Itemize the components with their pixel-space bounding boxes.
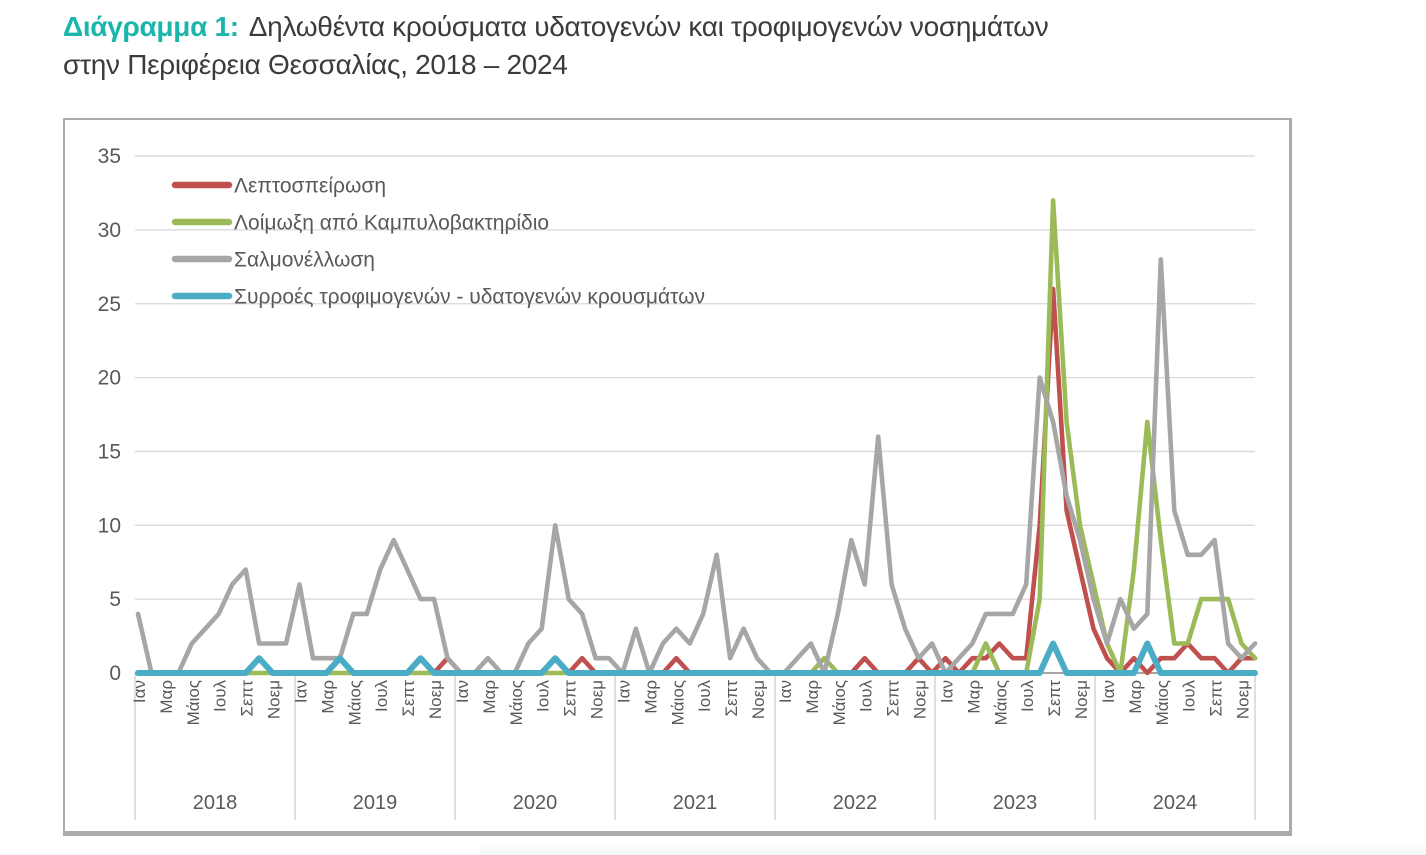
bottom-shadow-strip xyxy=(480,845,1426,855)
month-tick-label: Ιουλ xyxy=(534,680,553,712)
month-tick-label: Νοεμ xyxy=(1072,680,1091,719)
month-tick-label: Ιουλ xyxy=(372,680,391,712)
y-axis-tick-label: 20 xyxy=(98,367,121,390)
legend-item-label: Λοίμωξη από Καμπυλοβακτηρίδιο xyxy=(234,212,549,235)
month-tick-label: Μάιος xyxy=(991,680,1010,725)
month-tick-label: Σεπτ xyxy=(399,680,418,717)
month-tick-label: Νοεμ xyxy=(1234,680,1253,719)
month-tick-label: Μαρ xyxy=(1126,680,1145,714)
month-tick-label: Μάιος xyxy=(668,680,687,725)
month-tick-label: Ιαν xyxy=(1099,680,1118,703)
line-chart: 0 5 10 15 20 25 30 35 2018 Ιαν Μαρ Μάιος Ιουλ Σεπτ Νοε… xyxy=(98,145,1258,820)
series-line-3 xyxy=(135,257,1258,676)
month-tick-label: Σεπτ xyxy=(1045,680,1064,717)
chart-title-text: Δηλωθέντα κρούσματα υδατογενών και τροφι… xyxy=(248,11,1049,42)
month-tick-label: Σεπτ xyxy=(722,680,741,717)
month-tick-label: Ιουλ xyxy=(1180,680,1199,712)
month-tick-label: Μάιος xyxy=(830,680,849,725)
legend-item-label: Λεπτοσπείρωση xyxy=(234,175,386,198)
chart-area: 0 5 10 15 20 25 30 35 2018 Ιαν Μαρ Μάιος Ιουλ Σεπτ Νοε… xyxy=(63,118,1292,836)
month-tick-label: Ιαν xyxy=(130,680,149,703)
y-axis-tick-label: 10 xyxy=(98,514,121,537)
month-tick-label: Ιουλ xyxy=(857,680,876,712)
month-tick-label: Ιαν xyxy=(614,680,633,703)
month-tick-label: Ιαν xyxy=(937,680,956,703)
month-tick-label: Μάιος xyxy=(345,680,364,725)
month-tick-label: Νοεμ xyxy=(749,680,768,719)
month-tick-label: Μάιος xyxy=(507,680,526,725)
month-tick-label: Μάιος xyxy=(1153,680,1172,725)
month-tick-label: Μαρ xyxy=(157,680,176,714)
legend-item-label: Σαλμονέλλωση xyxy=(234,249,375,272)
month-tick-label: Μαρ xyxy=(641,680,660,714)
y-axis-tick-label: 0 xyxy=(109,662,121,685)
year-label: 2021 xyxy=(673,792,718,814)
month-tick-label: Νοεμ xyxy=(265,680,284,719)
month-tick-label: Ιαν xyxy=(776,680,795,703)
y-axis-tick-label: 30 xyxy=(98,219,121,242)
x-axis: 2018 Ιαν Μαρ Μάιος Ιουλ Σεπτ Νοεμ 2019 Ιαν Μαρ Μάι… xyxy=(130,673,1256,820)
series-line-4 xyxy=(135,640,1258,676)
year-label: 2019 xyxy=(353,792,398,814)
month-tick-label: Μαρ xyxy=(318,680,337,714)
month-tick-label: Σεπτ xyxy=(1207,680,1226,717)
month-tick-label: Νοεμ xyxy=(911,680,930,719)
year-label: 2020 xyxy=(513,792,558,814)
month-tick-label: Μαρ xyxy=(964,680,983,714)
month-tick-label: Σεπτ xyxy=(238,680,257,717)
year-label: 2018 xyxy=(193,792,238,814)
y-axis-tick-label: 35 xyxy=(98,145,121,168)
month-tick-label: Μαρ xyxy=(803,680,822,714)
month-tick-label: Σεπτ xyxy=(561,680,580,717)
month-tick-label: Ιαν xyxy=(453,680,472,703)
month-tick-label: Ιουλ xyxy=(1018,680,1037,712)
month-tick-label: Ιαν xyxy=(291,680,310,703)
legend-item-label: Συρροές τροφιμογενών - υδατογενών κρουσμ… xyxy=(234,286,705,309)
month-tick-label: Νοεμ xyxy=(426,680,445,719)
month-tick-label: Μαρ xyxy=(480,680,499,714)
chart-title-prefix: Διάγραμμα 1: xyxy=(63,11,239,42)
y-axis-tick-label: 25 xyxy=(98,293,121,316)
year-label: 2023 xyxy=(993,792,1038,814)
month-tick-label: Ιουλ xyxy=(211,680,230,712)
year-label: 2024 xyxy=(1153,792,1198,814)
chart-title-line1: Διάγραμμα 1: Δηλωθέντα κρούσματα υδατογεν… xyxy=(63,8,1263,46)
month-tick-label: Μάιος xyxy=(184,680,203,725)
y-axis-tick-label: 15 xyxy=(98,440,121,463)
month-tick-label: Ιουλ xyxy=(695,680,714,712)
month-tick-label: Νοεμ xyxy=(588,680,607,719)
chart-title-line2: στην Περιφέρεια Θεσσαλίας, 2018 – 2024 xyxy=(63,49,568,80)
year-label: 2022 xyxy=(833,792,878,814)
series-lines xyxy=(135,198,1258,676)
month-tick-label: Σεπτ xyxy=(884,680,903,717)
y-axis-tick-label: 5 xyxy=(109,588,121,611)
legend: Λεπτοσπείρωση Λοίμωξη από Καμπυλοβακτηρίδ… xyxy=(171,175,705,309)
chart-title: Διάγραμμα 1: Δηλωθέντα κρούσματα υδατογεν… xyxy=(63,8,1263,84)
